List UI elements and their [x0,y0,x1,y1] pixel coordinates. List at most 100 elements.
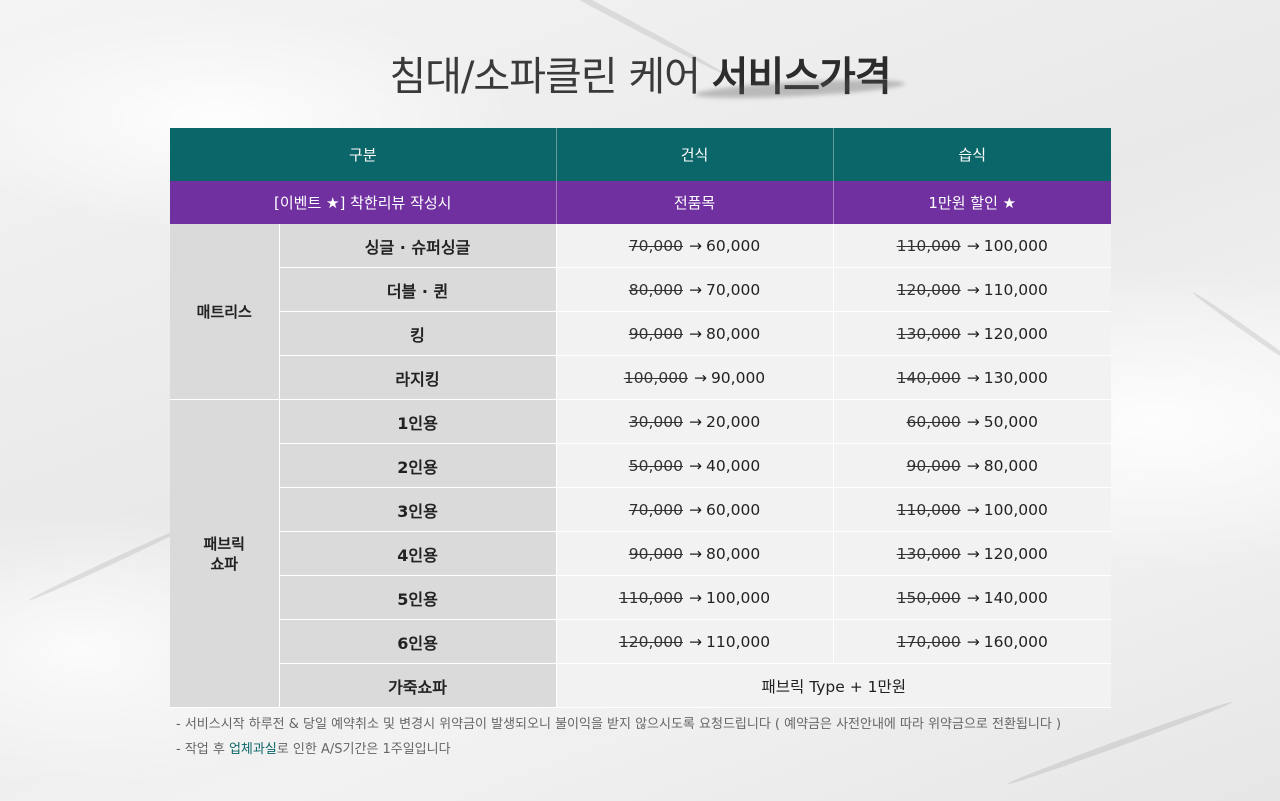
old-price: 120,000 [618,632,684,651]
table-row: 가죽쇼파 패브릭 Type + 1만원 [170,663,1112,708]
item-name: 싱글 · 슈퍼싱글 [279,224,557,268]
old-price: 70,000 [628,500,684,519]
new-price: 80,000 [706,544,761,563]
new-price: 70,000 [706,280,761,299]
category-fabric-sofa: 패브릭 쇼파 [170,399,280,708]
wet-price: 60,000 → 50,000 [833,399,1112,444]
dry-price: 70,000 → 60,000 [556,224,834,268]
new-price: 130,000 [983,368,1048,387]
event-dry: 전품목 [556,181,834,224]
item-name: 라지킹 [279,355,557,400]
arrow-icon: → [689,324,703,343]
page-title: 침대/소파클린 케어 서비스가격 [0,44,1280,102]
item-name: 4인용 [279,531,557,576]
dry-price: 100,000 → 90,000 [556,355,834,400]
arrow-icon: → [966,544,980,563]
table-row: 3인용 70,000 → 60,000 110,000 → 100,000 [170,487,1112,532]
new-price: 100,000 [983,500,1048,519]
new-price: 120,000 [983,324,1048,343]
arrow-icon: → [966,324,980,343]
new-price: 80,000 [983,456,1039,475]
notes: - 서비스시작 하루전 & 당일 예약취소 및 변경시 위약금이 발생되오니 불… [176,712,1061,762]
table-row: 더블 · 퀸 80,000 → 70,000 120,000 → 110,000 [170,267,1112,312]
new-price: 20,000 [706,412,761,431]
arrow-icon: → [689,236,703,255]
wet-price: 140,000 → 130,000 [833,355,1112,400]
arrow-icon: → [689,588,703,607]
table-row: 5인용 110,000 → 100,000 150,000 → 140,000 [170,575,1112,620]
note-line-1: - 서비스시작 하루전 & 당일 예약취소 및 변경시 위약금이 발생되오니 불… [176,717,1062,732]
header-wet: 습식 [833,128,1112,181]
category-line: 패브릭 [203,534,245,553]
category-mattress: 매트리스 [170,224,280,400]
arrow-icon: → [966,632,980,651]
table-row: 매트리스 싱글 · 슈퍼싱글 70,000 → 60,000 110,000 → 100… [170,224,1112,400]
wet-price: 130,000 → 120,000 [833,531,1112,576]
old-price: 110,000 [896,500,961,519]
new-price: 60,000 [706,500,761,519]
header-dry: 건식 [556,128,834,181]
item-name: 킹 [279,311,557,356]
new-price: 40,000 [706,456,761,475]
arrow-icon: → [966,500,980,519]
item-name: 1인용 [279,399,557,444]
title-regular: 침대/소파클린 케어 [389,54,701,100]
note-line-2: - 작업 후 업체과실로 인한 A/S기간은 1주일입니다 [176,737,1061,762]
item-name: 2인용 [279,443,557,488]
arrow-icon: → [966,412,980,431]
dry-price: 30,000 → 20,000 [556,399,834,444]
old-price: 90,000 [628,324,684,343]
category-line: 쇼파 [210,554,239,573]
old-price: 30,000 [628,412,684,431]
wet-price: 120,000 → 110,000 [833,267,1112,312]
old-price: 110,000 [896,236,961,255]
old-price: 110,000 [618,588,684,607]
event-label: [이벤트 ★] 착한리뷰 작성시 [170,181,557,224]
event-row: [이벤트 ★] 착한리뷰 작성시 전품목 1만원 할인 ★ [170,181,1112,224]
new-price: 110,000 [983,280,1048,299]
item-name: 5인용 [279,575,557,620]
arrow-icon: → [966,236,980,255]
new-price: 80,000 [706,324,761,343]
table-row: 6인용 120,000 → 110,000 170,000 → 160,000 [170,619,1112,664]
dry-price: 120,000 → 110,000 [556,619,834,664]
table-row: 2인용 50,000 → 40,000 90,000 → 80,000 [170,443,1112,488]
old-price: 130,000 [896,544,961,563]
old-price: 90,000 [906,456,961,475]
dry-price: 110,000 → 100,000 [556,575,834,620]
table-row: 킹 90,000 → 80,000 130,000 → 120,000 [170,311,1112,356]
new-price: 160,000 [983,632,1048,651]
price-table: 구분 건식 습식 [이벤트 ★] 착한리뷰 작성시 전품목 1만원 할인 ★ 매… [170,128,1112,708]
arrow-icon: → [689,280,703,299]
item-name: 6인용 [279,619,557,664]
arrow-icon: → [689,632,703,651]
arrow-icon: → [689,544,703,563]
arrow-icon: → [966,368,980,387]
wet-price: 170,000 → 160,000 [833,619,1112,664]
header-category: 구분 [170,128,557,181]
dry-price: 90,000 → 80,000 [556,311,834,356]
arrow-icon: → [689,500,703,519]
old-price: 100,000 [623,368,688,387]
old-price: 50,000 [628,456,684,475]
arrow-icon: → [966,280,980,299]
dry-price: 50,000 → 40,000 [556,443,834,488]
new-price: 140,000 [983,588,1048,607]
arrow-icon: → [693,368,707,387]
new-price: 120,000 [983,544,1048,563]
wet-price: 110,000 → 100,000 [833,224,1112,268]
event-wet: 1만원 할인 ★ [833,181,1112,224]
dry-price: 70,000 → 60,000 [556,487,834,532]
new-price: 100,000 [706,588,771,607]
table-row: 패브릭 쇼파 1인용 30,000 → 20,000 60,000 → 50,000 [170,399,1112,708]
old-price: 120,000 [896,280,961,299]
old-price: 90,000 [628,544,684,563]
note-highlight: 업체과실 [228,742,277,757]
dry-price: 80,000 → 70,000 [556,267,834,312]
table-header-row: 구분 건식 습식 [170,128,1112,181]
table-row: 라지킹 100,000 → 90,000 140,000 → 130,000 [170,355,1112,400]
note-prefix: - 작업 후 [176,742,229,757]
wet-price: 110,000 → 100,000 [833,487,1112,532]
wet-price: 130,000 → 120,000 [833,311,1112,356]
arrow-icon: → [689,456,703,475]
